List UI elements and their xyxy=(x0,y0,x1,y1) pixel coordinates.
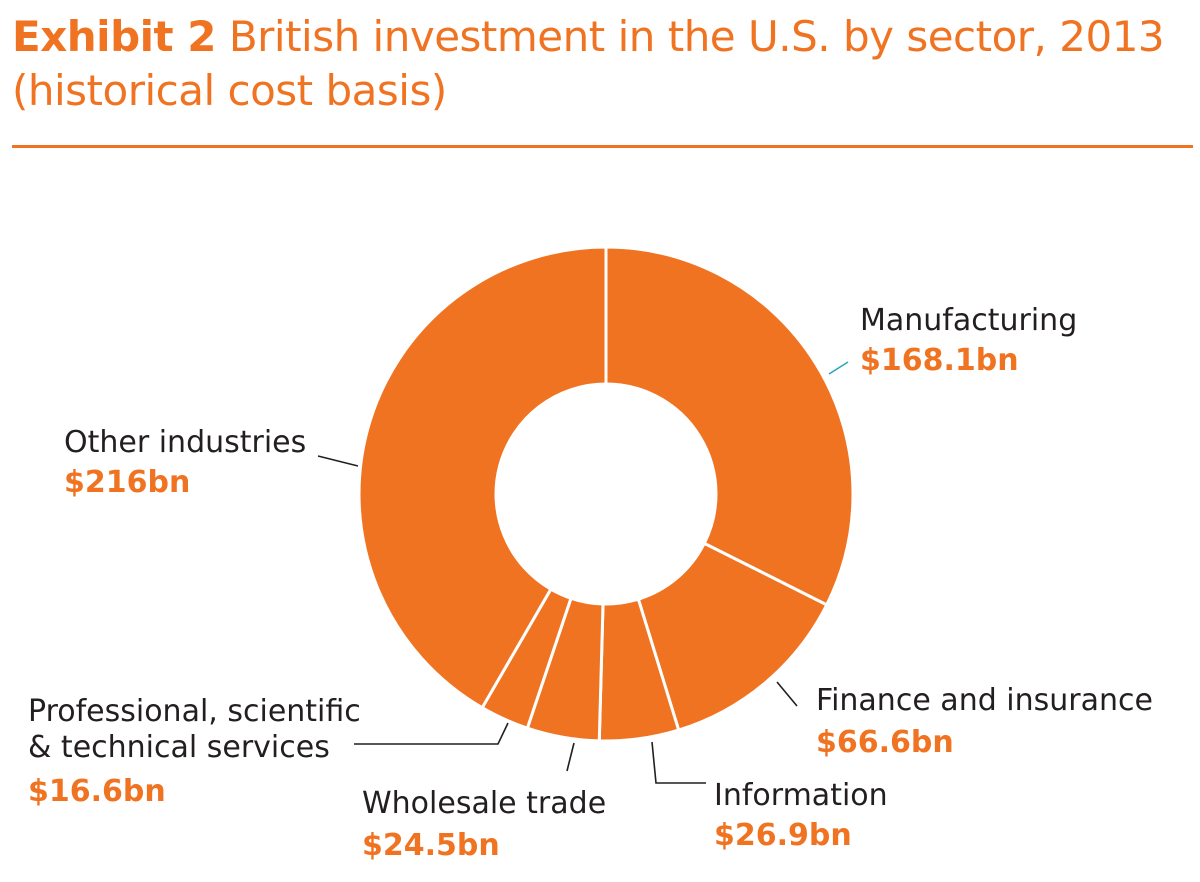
slice-finance-and-insurance xyxy=(636,541,829,732)
leader-manufacturing xyxy=(828,361,849,375)
leader-information xyxy=(651,741,706,784)
label-other-industries: Other industries xyxy=(64,425,306,460)
label-finance-and-insurance: Finance and insurance xyxy=(816,683,1153,718)
donut-slices xyxy=(357,245,855,743)
label-information: Information xyxy=(714,778,888,813)
value-manufacturing: $168.1bn xyxy=(860,343,1019,378)
label-manufacturing: Manufacturing xyxy=(860,303,1077,338)
leader-finance-and-insurance xyxy=(776,681,798,707)
leader-wholesale-trade xyxy=(566,742,575,772)
chart-title-prefix: Exhibit 2 xyxy=(12,12,216,61)
chart-title-text: British investment in the U.S. by sector… xyxy=(12,12,1165,115)
slice-other-industries xyxy=(357,245,608,710)
chart-title: Exhibit 2 British investment in the U.S.… xyxy=(12,10,1192,118)
label-professional-scientific-technical-services-line-1: Professional, scientific xyxy=(28,694,361,729)
value-information: $26.9bn xyxy=(714,818,852,853)
slice-manufacturing xyxy=(604,245,855,607)
value-wholesale-trade: $24.5bn xyxy=(362,828,500,863)
leader-professional-scientific-technical-services xyxy=(354,722,509,745)
label-wholesale-trade: Wholesale trade xyxy=(362,786,606,821)
label-professional-scientific-technical-services-line-2: & technical services xyxy=(28,730,330,765)
value-other-industries: $216bn xyxy=(64,465,190,500)
leader-other-industries xyxy=(317,455,359,467)
value-finance-and-insurance: $66.6bn xyxy=(816,725,954,760)
value-professional-scientific-technical-services: $16.6bn xyxy=(28,774,166,809)
slice-labels: Manufacturing $168.1bn Finance and insuran… xyxy=(28,303,1153,863)
leader-lines xyxy=(317,361,849,784)
title-divider xyxy=(12,145,1193,148)
